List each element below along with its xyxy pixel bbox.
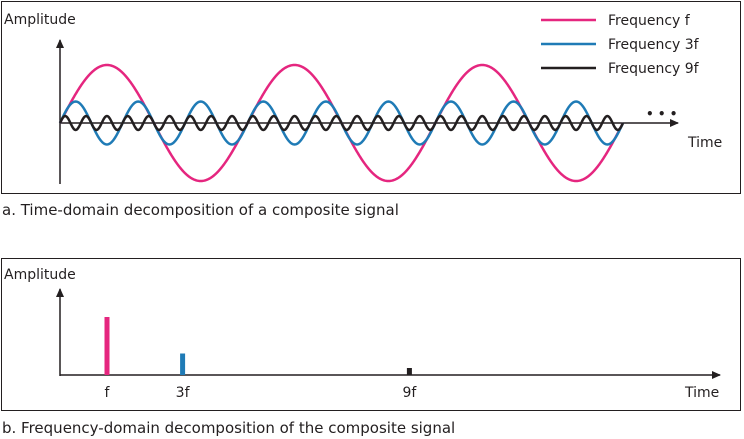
waveforms	[58, 63, 625, 183]
frequency-domain-caption: b. Frequency-domain decomposition of the…	[2, 419, 456, 437]
frequency-domain-y-axis-label: Amplitude	[4, 267, 76, 283]
spectrum-bars: f 3f 9f	[104, 317, 417, 401]
legend: Frequency f Frequency 3f Frequency 9f	[541, 13, 700, 77]
frequency-domain-panel: Amplitude Time f 3f 9f	[1, 258, 741, 411]
spectrum-bar-3f	[180, 353, 186, 375]
spectrum-tick-label: f	[105, 385, 111, 401]
spectrum-bar-f	[104, 317, 110, 375]
legend-label: Frequency 9f	[608, 61, 700, 77]
time-domain-panel: Amplitude Time • • • Frequency f Frequen…	[1, 1, 741, 194]
spectrum-bar-9f	[406, 368, 412, 375]
waveform-frequency-9f	[58, 114, 625, 132]
time-domain-x-axis-label: Time	[687, 135, 722, 151]
frequency-domain-plot: Amplitude Time f 3f 9f	[4, 267, 721, 401]
time-domain-ellipsis: • • •	[646, 107, 677, 121]
legend-label: Frequency f	[608, 13, 691, 29]
frequency-domain-x-axis-label: Time	[684, 385, 719, 401]
legend-item-frequency-f: Frequency f	[541, 13, 691, 29]
time-domain-caption: a. Time-domain decomposition of a compos…	[2, 201, 399, 219]
time-domain-y-axis-label: Amplitude	[4, 12, 76, 28]
spectrum-tick-label: 9f	[402, 385, 417, 401]
legend-label: Frequency 3f	[608, 37, 700, 53]
legend-item-frequency-3f: Frequency 3f	[541, 37, 700, 53]
legend-item-frequency-9f: Frequency 9f	[541, 61, 700, 77]
time-domain-plot: Amplitude Time • • • Frequency f Frequen…	[4, 12, 722, 184]
spectrum-tick-label: 3f	[176, 385, 191, 401]
